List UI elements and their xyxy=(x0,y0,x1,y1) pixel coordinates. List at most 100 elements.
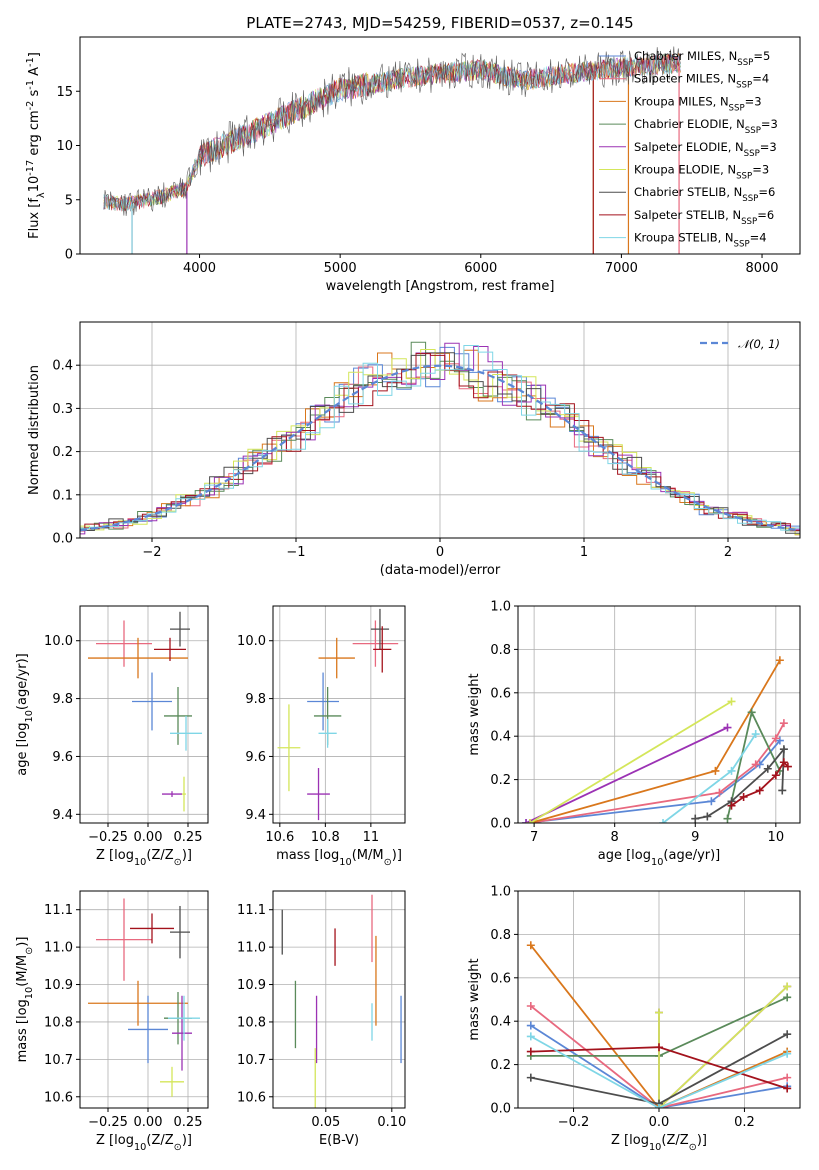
x-tick-label: 0.10 xyxy=(377,1115,406,1130)
series-marker xyxy=(526,1073,535,1082)
spectrum-line xyxy=(103,46,681,216)
series-marker xyxy=(659,819,668,823)
axes-spectrum: 4000 5000 6000 7000 8000 0 5 10 15 wavelength [An… xyxy=(25,36,801,294)
plot-area xyxy=(277,608,399,821)
axes-mass-vs-Z: −0.25 0.00 0.25 10.6 10.7 10.8 10.9 11.0 11.1 Z [… xyxy=(15,890,209,1153)
series-marker xyxy=(526,1032,535,1041)
y-tick-label: 10.7 xyxy=(237,1053,266,1068)
y-tick-label: 10 xyxy=(56,139,73,154)
x-axis-label: Z [log10(Z/Z⊙)] xyxy=(611,1133,707,1153)
y-tick-label: 1.0 xyxy=(490,885,511,900)
y-tick-label: 9.8 xyxy=(52,692,73,707)
series-line xyxy=(530,944,788,1108)
axes-massweight-vs-Z: −0.2 0.0 0.2 0.0 0.2 0.4 0.6 0.8 1.0 Z [log10(Z/Z… xyxy=(467,885,801,1153)
y-tick-label: 9.4 xyxy=(52,808,73,823)
x-axis-label: age [log10(age/yr)] xyxy=(598,848,721,868)
x-tick-label: 0.00 xyxy=(134,830,163,845)
series-marker xyxy=(763,764,772,773)
data-point-errorbar xyxy=(164,687,192,745)
data-point-errorbar xyxy=(96,620,152,667)
series-marker xyxy=(526,819,535,823)
data-point-errorbar xyxy=(88,980,188,1026)
x-tick-label: 0.25 xyxy=(174,1115,203,1130)
x-tick-label: 7000 xyxy=(605,261,638,276)
legend-entry: Chabrier STELIB, NSSP=6 xyxy=(634,185,775,204)
series-marker xyxy=(655,1043,663,1052)
x-tick-label: 11 xyxy=(363,830,380,845)
series-marker xyxy=(783,982,792,991)
x-axis-label: E(B-V) xyxy=(319,1133,359,1148)
x-tick-label: 4000 xyxy=(183,261,216,276)
y-axis-label: age [log10(age/yr)] xyxy=(15,653,35,776)
axes-age-vs-Z: −0.25 0.00 0.25 9.4 9.6 9.8 10.0 Z [log10(Z/Z⊙)… xyxy=(15,605,209,868)
series-marker xyxy=(739,792,748,801)
spectrum-legend: Chabrier MILES, NSSP=5 Salpeter MILES, NS… xyxy=(599,49,778,250)
series-marker xyxy=(711,766,720,775)
data-point-errorbar xyxy=(96,898,152,981)
y-tick-label: 10.0 xyxy=(237,634,266,649)
figure-title: PLATE=2743, MJD=54259, FIBERID=0537, z=0… xyxy=(246,14,633,32)
y-tick-label: 1.0 xyxy=(490,600,511,615)
axes-frame xyxy=(79,605,209,824)
x-tick-label: 0.00 xyxy=(134,1115,163,1130)
series-marker xyxy=(751,730,760,739)
series-line xyxy=(525,726,728,823)
legend-entry: Salpeter MILES, NSSP=4 xyxy=(634,72,769,91)
y-tick-label: 0.1 xyxy=(52,488,73,503)
y-axis-label: mass [log10(M/M⊙)] xyxy=(15,937,35,1063)
axes-frame xyxy=(272,890,406,1109)
series-marker xyxy=(779,758,788,767)
series-marker xyxy=(778,786,787,795)
y-axis-label: Flux [fλ10-17 erg cm-2 s-1 A-1] xyxy=(25,52,47,239)
histogram-step xyxy=(80,352,800,532)
series-marker xyxy=(727,766,736,775)
y-tick-label: 10.8 xyxy=(44,1015,73,1030)
x-tick-label: 0.2 xyxy=(734,1115,755,1130)
data-point-errorbar xyxy=(370,608,390,650)
series-marker xyxy=(715,788,724,797)
data-point-errorbar xyxy=(170,715,202,751)
plot-area xyxy=(281,894,402,1108)
y-tick-label: 0.4 xyxy=(52,359,73,374)
y-tick-label: 11.1 xyxy=(237,903,266,918)
x-tick-label: 10.8 xyxy=(311,830,340,845)
axes-mass-vs-EBV: 0.05 0.10 10.6 10.7 10.8 10.9 11.0 11.1 E(B-V) xyxy=(237,890,406,1148)
axes-frame xyxy=(79,890,209,1109)
y-axis-label: mass weight xyxy=(467,958,482,1040)
histogram-legend: 𝒩(0, 1) xyxy=(700,337,780,351)
y-tick-label: 0.4 xyxy=(490,730,511,745)
series-line xyxy=(730,760,789,807)
y-tick-label: 0.6 xyxy=(490,686,511,701)
x-tick-label: 0.25 xyxy=(174,830,203,845)
x-tick-label: 7 xyxy=(530,830,538,845)
series-marker xyxy=(783,1073,792,1082)
y-tick-label: 0 xyxy=(65,248,73,263)
x-tick-label: 0.05 xyxy=(311,1115,340,1130)
legend-entry: Salpeter ELODIE, NSSP=3 xyxy=(634,140,777,159)
y-axis-label: mass weight xyxy=(467,673,482,755)
data-point-errorbar xyxy=(373,626,392,673)
y-tick-label: 9.6 xyxy=(245,750,266,765)
x-tick-label: 10 xyxy=(768,830,785,845)
series-marker xyxy=(655,1008,663,1017)
y-tick-label: 0.8 xyxy=(490,643,511,658)
x-tick-label: −0.25 xyxy=(88,830,128,845)
x-axis-label: (data-model)/error xyxy=(380,563,501,578)
series-line xyxy=(530,1035,788,1108)
series-marker xyxy=(707,797,716,806)
y-tick-label: 0.2 xyxy=(52,445,73,460)
series-marker xyxy=(779,719,788,728)
x-tick-label: −1 xyxy=(286,545,305,560)
series-line xyxy=(530,1005,788,1108)
data-point-errorbar xyxy=(182,776,186,812)
series-marker xyxy=(755,786,764,795)
x-tick-label: 8 xyxy=(611,830,619,845)
series-marker xyxy=(727,697,736,706)
data-point-errorbar xyxy=(307,768,330,821)
axes-massweight-vs-age: 7 8 9 10 0.0 0.2 0.4 0.6 0.8 1.0 age [log10(age/yr… xyxy=(467,600,801,868)
legend-entry: Salpeter STELIB, NSSP=6 xyxy=(634,208,774,227)
series-marker xyxy=(783,1049,792,1058)
x-tick-label: 10.6 xyxy=(265,830,294,845)
